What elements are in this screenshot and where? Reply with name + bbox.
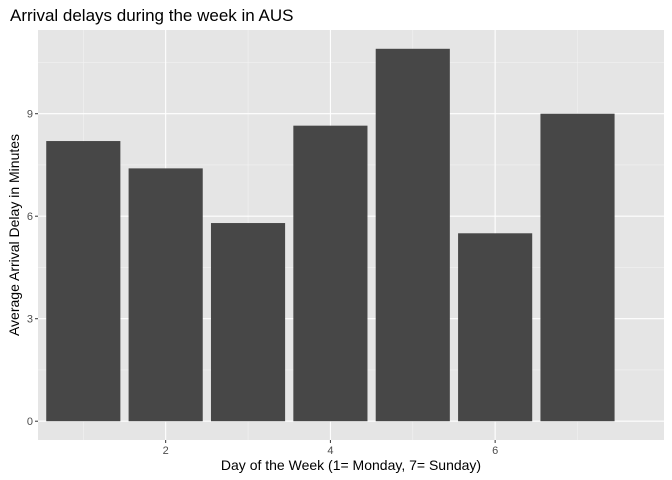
bar-day-4 — [293, 125, 368, 422]
y-axis-ticks: 0 3 6 9 — [27, 109, 38, 428]
y-axis-title: Average Arrival Delay in Minutes — [6, 134, 22, 336]
x-tick-label: 6 — [492, 445, 498, 457]
x-axis-title: Day of the Week (1= Monday, 7= Sunday) — [221, 457, 481, 473]
bar-day-1 — [46, 141, 121, 422]
y-tick-label: 0 — [27, 416, 33, 428]
chart-title: Arrival delays during the week in AUS — [10, 6, 293, 25]
y-tick-label: 3 — [27, 314, 33, 326]
bar-day-5 — [375, 48, 450, 422]
bar-day-2 — [128, 168, 203, 422]
y-tick-label: 9 — [27, 109, 33, 121]
x-tick-label: 4 — [327, 445, 333, 457]
x-tick-label: 2 — [163, 445, 169, 457]
bar-day-7 — [540, 113, 615, 422]
y-tick-label: 6 — [27, 211, 33, 223]
bar-day-6 — [458, 233, 533, 422]
x-axis-ticks: 2 4 6 — [163, 440, 498, 457]
bars — [46, 48, 615, 422]
bar-day-3 — [210, 223, 286, 422]
